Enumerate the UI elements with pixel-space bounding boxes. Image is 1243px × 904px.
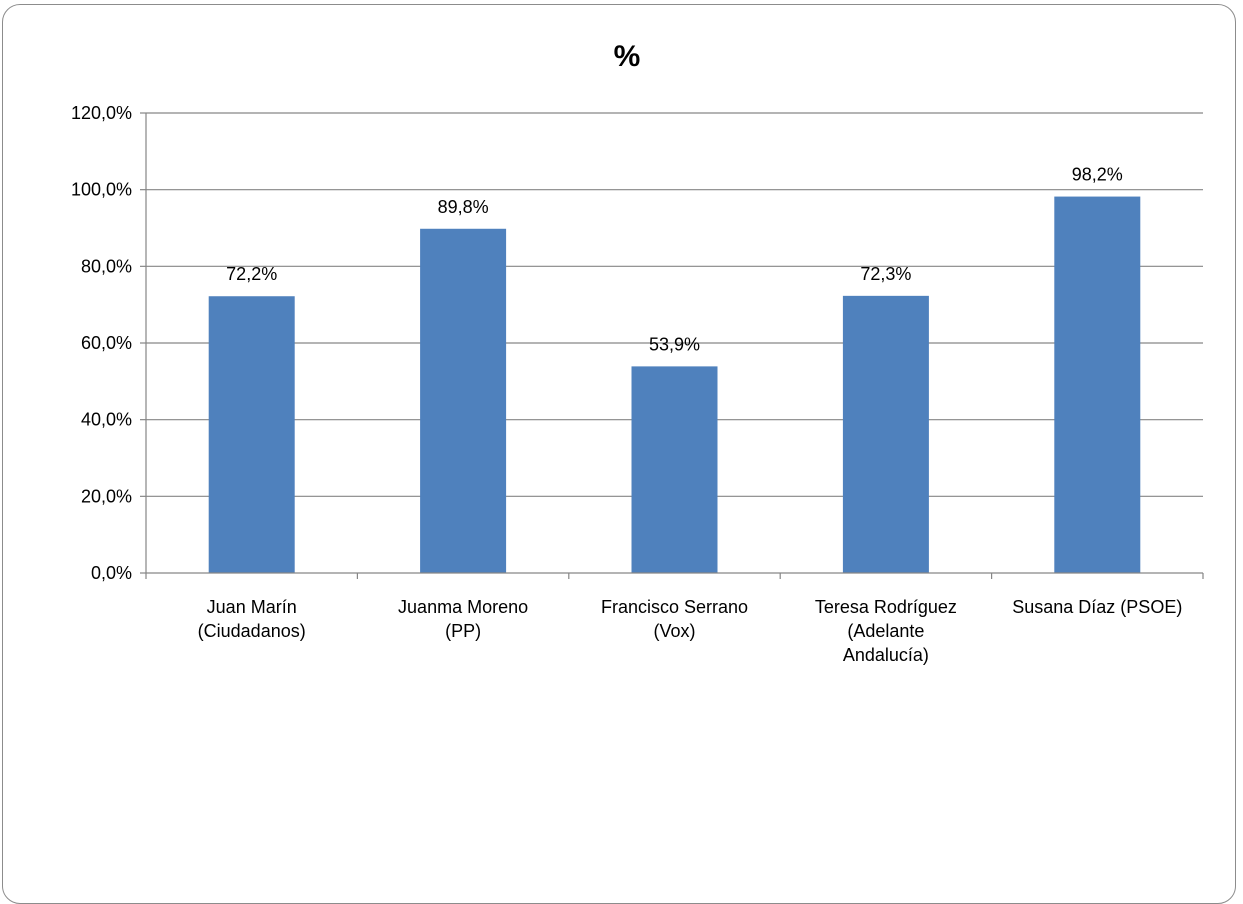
x-tick-label: Francisco Serrano (Vox) (601, 597, 748, 641)
data-label: 53,9% (649, 334, 700, 354)
bar (842, 295, 929, 573)
bar (631, 366, 718, 573)
data-label: 72,2% (226, 264, 277, 284)
x-tick-label-line: Juan Marín (207, 597, 297, 617)
x-tick-label-line: (Adelante (847, 621, 924, 641)
gridlines (146, 112, 1203, 497)
y-tick-label: 60,0% (81, 333, 132, 353)
y-tick-label: 40,0% (81, 410, 132, 430)
chart-frame (2, 4, 1236, 904)
x-tick-label-line: Juanma Moreno (398, 597, 528, 617)
y-tick-label: 0,0% (91, 563, 132, 583)
x-tick-label: Susana Díaz (PSOE) (1012, 597, 1182, 617)
y-tick-label: 20,0% (81, 486, 132, 506)
x-tick-label-line: Francisco Serrano (601, 597, 748, 617)
y-tick-label: 120,0% (71, 103, 132, 123)
x-tick-label-line: (PP) (445, 621, 481, 641)
x-tick-label-line: Andalucía) (843, 645, 929, 665)
bar (420, 228, 507, 573)
chart-title: % (614, 40, 641, 73)
x-tick-label-line: (Ciudadanos) (198, 621, 306, 641)
bars (208, 196, 1141, 574)
x-tick-label: Juan Marín (Ciudadanos) (198, 597, 306, 641)
x-tick-label: Juanma Moreno (PP) (398, 597, 528, 641)
y-tick-label: 100,0% (71, 180, 132, 200)
x-tick-label-line: Teresa Rodríguez (815, 597, 957, 617)
y-tick-label: 80,0% (81, 256, 132, 276)
x-tick-label-line: (Vox) (653, 621, 695, 641)
data-label: 89,8% (438, 197, 489, 217)
labels: 0,0% 20,0% 40,0% 60,0% 80,0% 100,0% 120,0% 72,2… (71, 103, 1182, 665)
data-label: 98,2% (1072, 165, 1123, 185)
x-tick-label: Teresa Rodríguez (Adelante Andalucía) (815, 597, 957, 665)
bar (1054, 196, 1141, 574)
x-tick-label-line: Susana Díaz (PSOE) (1012, 597, 1182, 617)
axes (140, 112, 1204, 579)
data-label: 72,3% (860, 264, 911, 284)
bar (208, 296, 295, 573)
